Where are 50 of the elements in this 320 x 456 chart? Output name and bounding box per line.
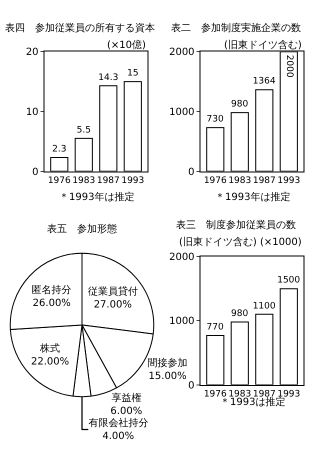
data-label: 15.00% bbox=[148, 370, 187, 382]
x-tick-label: 1987 bbox=[252, 176, 276, 186]
y-tick-label: 1000 bbox=[169, 316, 195, 328]
text: ＊1993年は推定 bbox=[215, 191, 290, 203]
chart-title: 表五 参加形態 bbox=[47, 223, 117, 235]
y-tick-label: 10 bbox=[26, 106, 39, 118]
text: ＊1993年は推定 bbox=[59, 191, 134, 203]
slice-label: 有限会社持分 bbox=[88, 417, 148, 430]
slice-label: 間接参加 bbox=[148, 356, 188, 369]
x-tick-label: 1983 bbox=[72, 176, 96, 186]
data-label: 1100 bbox=[252, 301, 276, 312]
data-label: 15 bbox=[127, 68, 139, 79]
data-label: 22.00% bbox=[30, 356, 70, 368]
data-label: 6.00% bbox=[110, 406, 142, 418]
y-tick-label: 0 bbox=[188, 380, 195, 392]
data-label: 27.00% bbox=[94, 299, 132, 310]
y-tick-label: 0 bbox=[32, 166, 39, 178]
chart-subtitle: (旧東ドイツ含む) bbox=[224, 39, 302, 51]
data-label: 2.3 bbox=[52, 144, 66, 155]
y-tick-label: 20 bbox=[26, 47, 39, 58]
x-tick-label: 1976 bbox=[204, 176, 227, 186]
slice-label: 享益権 bbox=[111, 392, 142, 404]
chart-title: 表四 参加従業員の所有する資本 bbox=[5, 22, 155, 34]
data-label: 730 bbox=[206, 114, 224, 125]
data-label: 5.5 bbox=[76, 125, 91, 136]
data-label: 1500 bbox=[277, 276, 300, 286]
data-label: 1364 bbox=[252, 76, 276, 87]
slice-label: 匿名持分 bbox=[32, 284, 72, 296]
y-tick-label: 1000 bbox=[169, 106, 195, 118]
data-label: 980 bbox=[231, 100, 249, 110]
data-label: 26.00% bbox=[32, 298, 71, 310]
y-tick-label: 2000 bbox=[169, 252, 195, 264]
x-tick-label: 1976 bbox=[48, 176, 71, 186]
data-label: 980 bbox=[231, 308, 249, 319]
data-label: 14.3 bbox=[98, 72, 118, 83]
chart-subtitle: (×10億) bbox=[107, 39, 146, 51]
y-tick-label: 2000 bbox=[169, 47, 195, 58]
data-label: 770 bbox=[206, 322, 224, 332]
slice-label: 従業員貸付 bbox=[88, 285, 138, 298]
y-tick-label: 0 bbox=[188, 166, 195, 178]
slice-label: 株式 bbox=[39, 342, 60, 354]
chart-subtitle: (旧東ドイツ含む) (×1000) bbox=[179, 236, 302, 248]
chart-title: 表三 制度参加従業員の数 bbox=[176, 219, 296, 231]
x-tick-label: 1983 bbox=[228, 176, 252, 186]
data-label: 2000 bbox=[284, 54, 294, 78]
data-label: 4.00% bbox=[102, 431, 134, 442]
chart-title: 表二 参加制度実施企業の数 bbox=[171, 22, 301, 34]
x-tick-label: 1987 bbox=[96, 176, 120, 186]
x-tick-label: 1993 bbox=[277, 176, 300, 186]
x-tick-label: 1993 bbox=[121, 176, 144, 186]
